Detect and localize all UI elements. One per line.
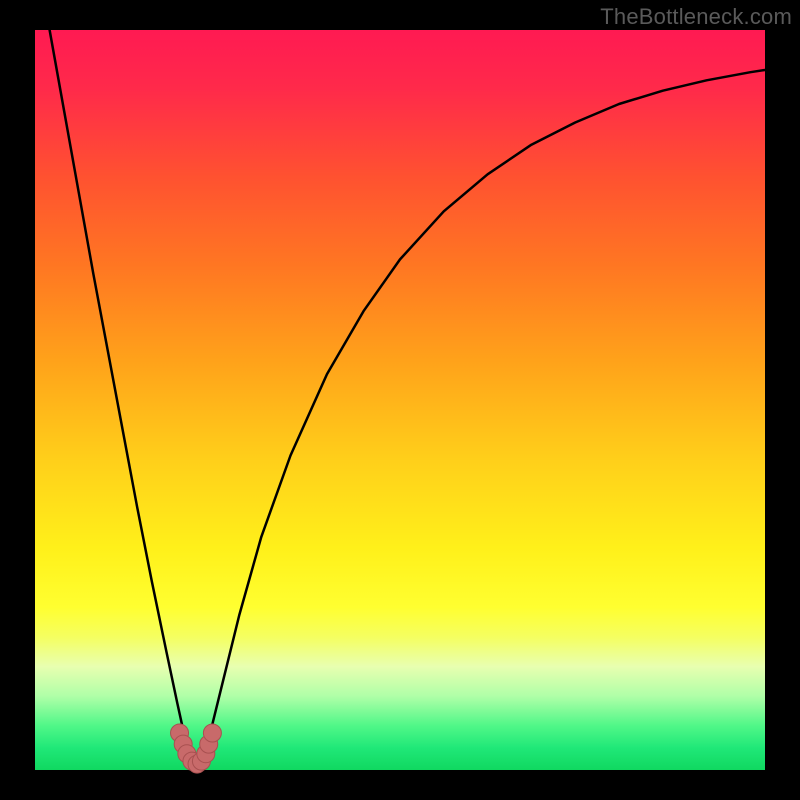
plot-background (35, 30, 765, 770)
watermark-text: TheBottleneck.com (600, 4, 792, 30)
curve-marker (203, 724, 221, 742)
chart-container: TheBottleneck.com (0, 0, 800, 800)
bottleneck-chart (0, 0, 800, 800)
